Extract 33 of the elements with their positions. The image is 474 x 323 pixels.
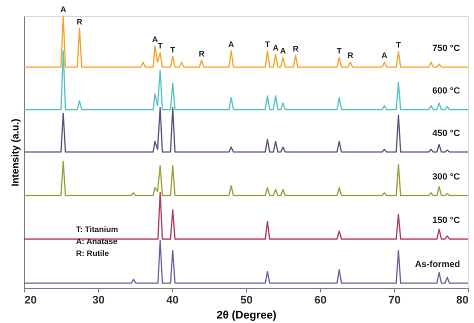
annotation: T <box>158 42 163 51</box>
x-tick-label: 70 <box>388 294 401 306</box>
series-label: 150 °C <box>432 215 460 226</box>
annotation: A <box>381 51 388 60</box>
series-label: 300 °C <box>432 172 460 182</box>
x-tick-label: 50 <box>240 294 253 306</box>
x-axis-title: 2θ (Degree) <box>216 310 277 322</box>
annotation: R <box>198 49 205 58</box>
x-tick-label: 80 <box>456 294 468 306</box>
annotation: T <box>170 46 176 55</box>
series-label: 750 °C <box>432 43 460 54</box>
x-tick-label: 60 <box>314 294 327 306</box>
x-tick-label: 20 <box>24 294 37 306</box>
annotation: A <box>280 46 286 56</box>
annotation: A <box>228 40 234 49</box>
series-label: 600 °C <box>432 86 460 96</box>
annotation: T <box>265 40 270 49</box>
series-label: 450 °C <box>432 128 460 138</box>
annotation: T <box>336 46 342 56</box>
annotation: R <box>76 18 83 27</box>
y-axis-title: Intensity (a.u.) <box>10 118 22 186</box>
annotation: T <box>396 40 401 50</box>
annotation: A <box>272 44 279 53</box>
annotation: A <box>60 5 66 14</box>
annotation: R <box>347 51 354 60</box>
annotation: T: Titanium <box>76 225 118 234</box>
annotation: R: Rutile <box>76 249 110 258</box>
x-tick-label: 40 <box>166 294 179 306</box>
x-tick-label: 30 <box>92 294 105 306</box>
series-label: As-formed <box>414 259 460 270</box>
annotation: A: Anatase <box>76 237 118 246</box>
annotation: A <box>152 34 158 44</box>
annotation: R <box>292 44 299 54</box>
